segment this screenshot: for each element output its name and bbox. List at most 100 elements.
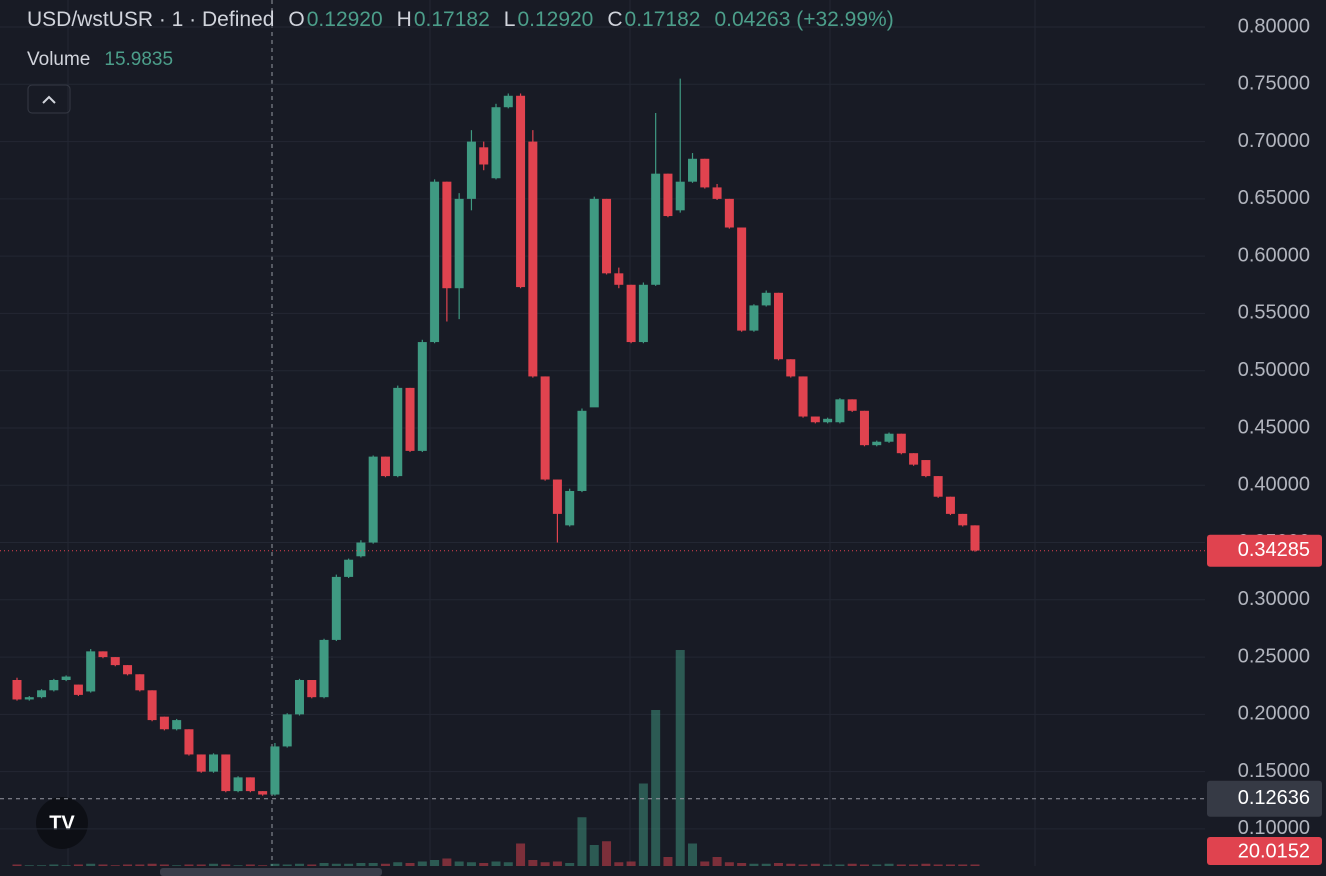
ohlc-value: 0.12920 [517, 8, 594, 31]
volume-bar [638, 783, 648, 866]
volume-bar [921, 863, 931, 866]
ohlc-key: O [288, 8, 305, 31]
volume-bar [798, 864, 808, 866]
volume-bar [589, 845, 599, 866]
volume-bar [712, 857, 722, 866]
ohlc-key: L [503, 8, 516, 31]
candle-body [749, 305, 759, 331]
volume-bar [688, 843, 698, 866]
candle-body [958, 513, 968, 526]
volume-bar [282, 864, 292, 866]
volume-bar [270, 863, 280, 866]
last-price-tag [1207, 534, 1322, 567]
y-tick-label: 0.45000 [1238, 416, 1310, 438]
candle-body [282, 714, 292, 747]
change: 0.04263 (+32.99%) [714, 8, 894, 31]
candle-body [700, 158, 710, 188]
volume-bar [749, 863, 759, 866]
volume-bar [528, 860, 538, 866]
volume-bar [123, 864, 133, 866]
candle-body [491, 107, 501, 179]
crosshair-label: 0.12636 [1238, 787, 1310, 809]
y-tick-label: 0.10000 [1238, 817, 1310, 839]
volume-bar [233, 865, 243, 866]
volume-bar [859, 864, 869, 866]
volume-bar [663, 857, 673, 866]
volume-bar [442, 858, 452, 866]
candle-body [172, 720, 182, 730]
volume-bar [970, 864, 980, 866]
volume-bar [675, 650, 685, 866]
volume-bar [430, 860, 440, 866]
volume-bar [209, 863, 219, 866]
volume-bar [565, 863, 575, 866]
crosshair-tag [1207, 780, 1322, 817]
volume-bar [577, 817, 587, 866]
volume-bar [761, 863, 771, 866]
volume-bar [258, 865, 268, 866]
volume-bar [909, 864, 919, 866]
candle-body [945, 496, 955, 514]
candle-body [933, 476, 943, 497]
volume-bar [466, 862, 476, 866]
candle-body [159, 716, 169, 730]
candle-body [24, 697, 34, 700]
candle-body [724, 198, 734, 228]
logo[interactable] [36, 797, 88, 849]
scrollbar[interactable] [160, 868, 382, 876]
volume-bar [24, 865, 34, 866]
volume-bar [159, 864, 169, 866]
candle-body [540, 376, 550, 480]
candle-body [773, 292, 783, 360]
volume-bar [872, 864, 882, 866]
volume-bar [393, 862, 403, 866]
volume-bar [540, 862, 550, 866]
volume-value: 15.9835 [104, 49, 174, 70]
candle-body [602, 198, 612, 274]
volume-bar [319, 863, 329, 866]
candle-body [233, 777, 243, 792]
candle-body [417, 342, 427, 451]
y-tick-label: 0.70000 [1238, 130, 1310, 152]
volume-bar [614, 862, 624, 866]
volume-bar [896, 864, 906, 866]
candle-body [221, 754, 231, 792]
volume-bar [491, 861, 501, 866]
ohlc-value: 0.17182 [413, 8, 490, 31]
ohlc-item: O0.12920 [288, 8, 382, 32]
candle-body [859, 410, 869, 446]
candle-body [663, 173, 673, 217]
volume-bar [945, 864, 955, 866]
candle-body [49, 679, 59, 691]
volume-bar [810, 863, 820, 866]
candle-body [454, 198, 464, 289]
candle-body [380, 456, 390, 477]
volume-bar [37, 865, 47, 866]
volume-bar [737, 863, 747, 866]
candle-body [319, 639, 329, 698]
volume-bar [933, 864, 943, 866]
volume-bar [61, 865, 71, 866]
candle-body [356, 542, 366, 557]
volume-bar [12, 864, 22, 866]
collapse-button[interactable] [27, 84, 71, 114]
candle-body [123, 665, 133, 675]
volume-bar [73, 864, 83, 866]
candle-body [393, 387, 403, 477]
logo-mark: TV [49, 812, 75, 834]
candle-body [614, 273, 624, 285]
y-tick-label: 0.30000 [1238, 588, 1310, 610]
candle-body [810, 416, 820, 423]
candle-body [98, 651, 108, 658]
volume-bar [110, 865, 120, 866]
volume-bar [307, 864, 317, 866]
candle-body [872, 441, 882, 446]
candle-body [37, 690, 47, 698]
volume-bar [479, 863, 489, 866]
candle-body [405, 387, 415, 451]
candle-body [503, 95, 513, 108]
volume-bar [417, 861, 427, 866]
